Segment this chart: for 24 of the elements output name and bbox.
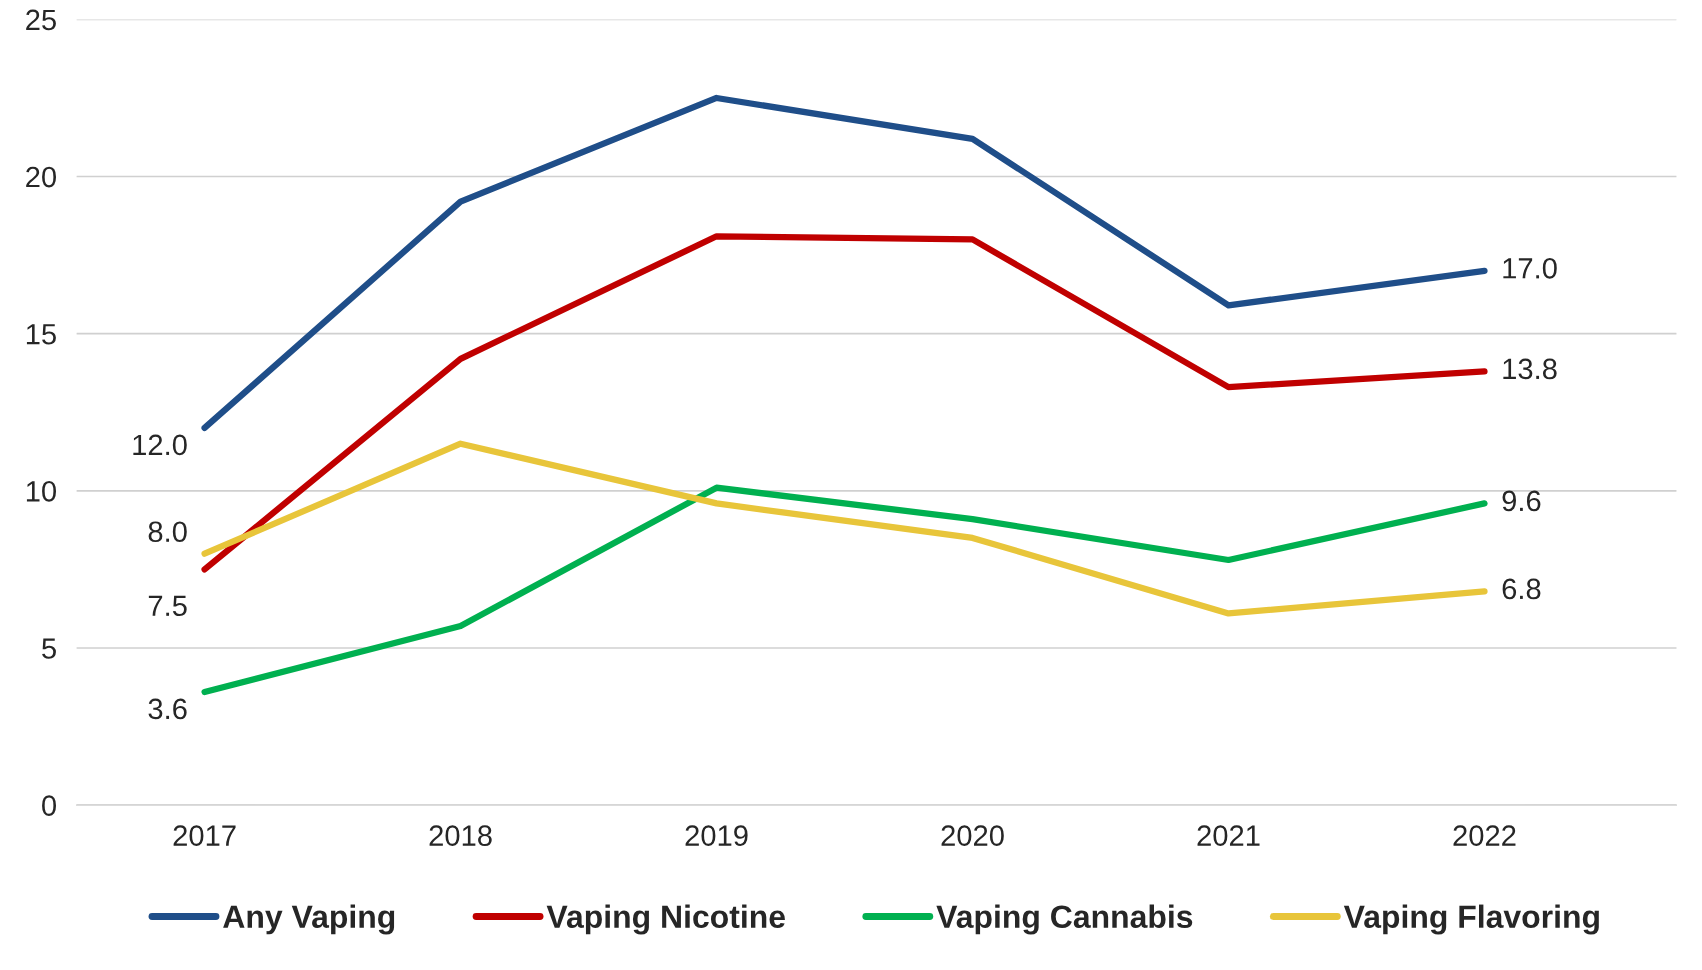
legend-label: Vaping Nicotine xyxy=(546,904,785,935)
x-tick-label: 2018 xyxy=(429,825,492,846)
y-tick-label: 5 xyxy=(42,638,56,659)
legend-label: Vaping Cannabis xyxy=(936,904,1193,935)
data-label: 7.5 xyxy=(148,595,187,617)
y-tick-label: 15 xyxy=(26,324,56,345)
y-tick-label: 25 xyxy=(26,9,56,31)
y-tick-label: 0 xyxy=(42,795,57,816)
data-label: 8.0 xyxy=(148,521,187,543)
data-label: 9.6 xyxy=(1502,490,1541,512)
x-tick-label: 2020 xyxy=(941,825,1004,846)
data-label: 12.0 xyxy=(133,434,187,456)
y-tick-label: 10 xyxy=(26,481,57,502)
data-label: 3.6 xyxy=(148,698,187,720)
x-tick-label: 2019 xyxy=(685,825,748,846)
legend-label: Any Vaping xyxy=(223,904,395,935)
x-tick-label: 2017 xyxy=(173,825,236,846)
x-tick-label: 2022 xyxy=(1453,825,1516,846)
y-tick-label: 20 xyxy=(26,166,57,188)
legend-label: Vaping Flavoring xyxy=(1343,904,1599,935)
data-label: 13.8 xyxy=(1503,358,1557,380)
x-tick-label: 2021 xyxy=(1197,825,1260,846)
data-label: 6.8 xyxy=(1502,578,1541,600)
data-label: 17.0 xyxy=(1503,258,1557,279)
